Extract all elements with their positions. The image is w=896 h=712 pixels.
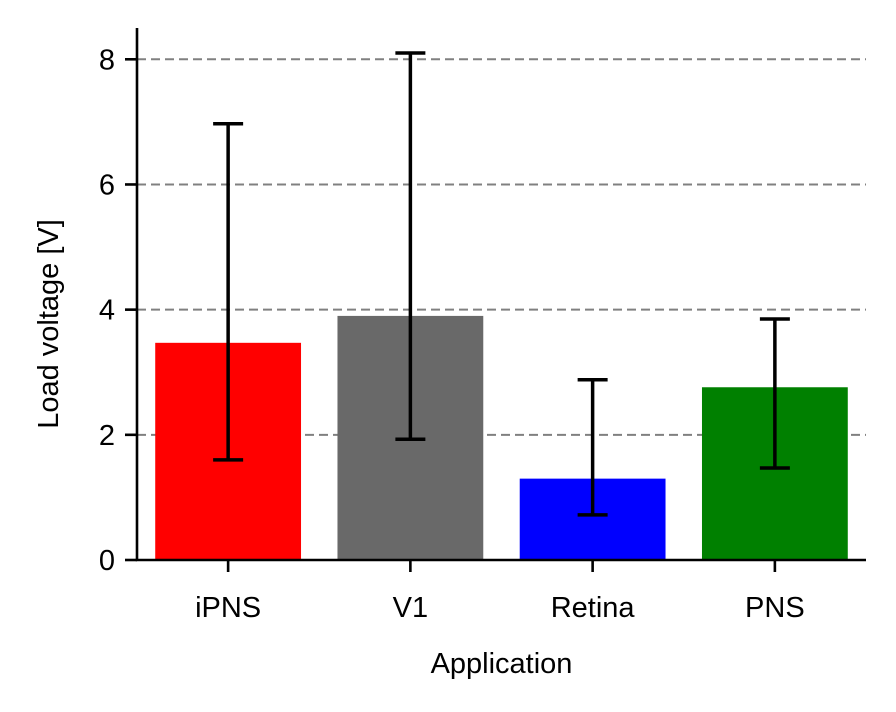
axes — [135, 28, 866, 562]
x-tick-label: Retina — [551, 592, 636, 624]
x-axis-label: Application — [431, 648, 573, 680]
x-tick-label: V1 — [393, 592, 428, 624]
y-tick-label: 2 — [99, 420, 115, 452]
x-tick-label: iPNS — [195, 592, 261, 624]
error-bar-ipns — [213, 122, 244, 462]
error-bars — [213, 51, 790, 517]
bars — [155, 315, 848, 560]
y-ticks: 0 2 4 6 8 — [99, 44, 137, 577]
error-bar-v1 — [395, 51, 426, 441]
error-bar-pns — [759, 317, 790, 470]
x-ticks: iPNS V1 Retina PNS — [195, 560, 805, 624]
y-axis-label: Load voltage [V] — [33, 219, 65, 429]
y-tick-label: 4 — [99, 295, 115, 327]
y-tick-label: 8 — [99, 44, 115, 76]
error-bar-retina — [577, 377, 608, 517]
y-tick-label: 0 — [99, 545, 115, 577]
x-tick-label: PNS — [745, 592, 805, 624]
y-tick-label: 6 — [99, 169, 115, 201]
